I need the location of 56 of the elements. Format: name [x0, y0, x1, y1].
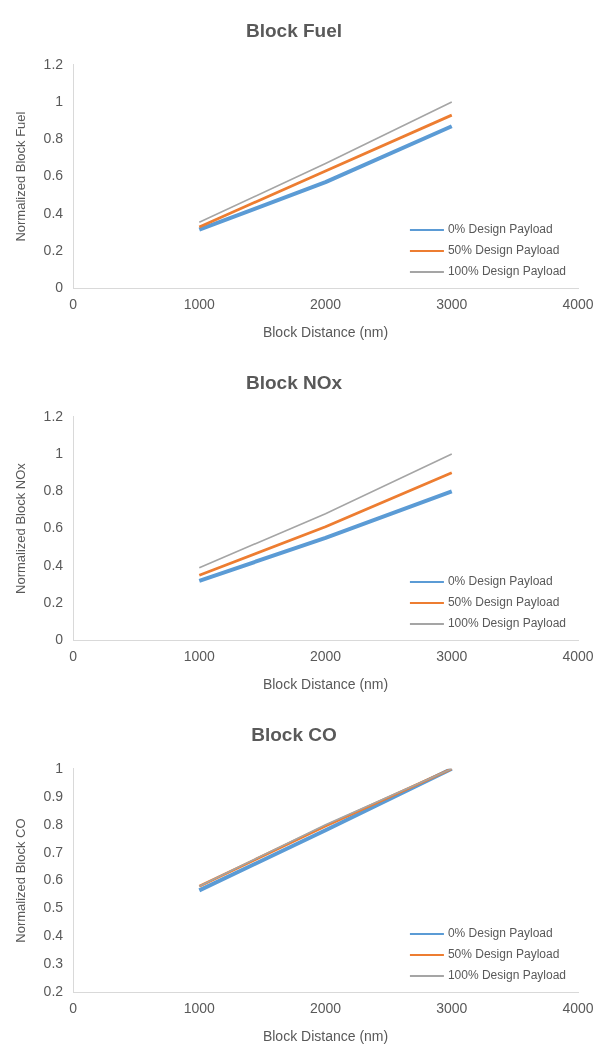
y-tick-label: 1.2	[43, 55, 64, 72]
y-tick-label: 1	[55, 444, 64, 461]
legend-label: 0% Design Payload	[447, 926, 553, 941]
x-axis-title: Block Distance (nm)	[262, 676, 389, 693]
x-tick-label: 2000	[309, 647, 342, 664]
legend-label: 0% Design Payload	[447, 222, 553, 237]
legend-label: 50% Design Payload	[447, 243, 560, 258]
x-tick-label: 3000	[436, 999, 468, 1016]
x-tick-label: 4000	[562, 999, 594, 1016]
legend-label: 100% Design Payload	[447, 616, 566, 631]
y-tick-label: 0.8	[43, 482, 64, 499]
y-tick-label: 0.6	[43, 871, 64, 888]
y-tick-label: 1	[55, 92, 64, 109]
x-tick-label: 4000	[562, 647, 594, 664]
x-tick-label: 3000	[436, 295, 468, 312]
x-tick-label: 0	[69, 295, 78, 312]
x-tick-label: 1000	[183, 295, 216, 312]
chart-title: Block NOx	[245, 371, 343, 393]
y-tick-label: 0.4	[43, 927, 64, 944]
y-tick-label: 0.2	[43, 983, 64, 1000]
x-tick-label: 1000	[183, 647, 216, 664]
y-tick-label: 1	[55, 759, 64, 776]
y-tick-label: 0.8	[43, 815, 64, 832]
x-tick-label: 3000	[436, 647, 468, 664]
y-tick-label: 0.9	[43, 787, 64, 804]
chart-title: Block Fuel	[245, 19, 343, 41]
y-tick-label: 0.5	[43, 899, 64, 916]
y-tick-label: 0	[55, 279, 64, 296]
y-tick-label: 0	[55, 631, 64, 648]
x-tick-label: 0	[69, 647, 78, 664]
y-tick-label: 0.6	[43, 519, 64, 536]
y-tick-label: 1.2	[43, 407, 64, 424]
legend-label: 100% Design Payload	[447, 264, 566, 279]
y-tick-label: 0.4	[43, 204, 64, 221]
y-tick-label: 0.2	[43, 593, 64, 610]
y-axis-title: Normalized Block Fuel	[13, 111, 29, 242]
y-tick-label: 0.4	[43, 556, 64, 573]
x-tick-label: 2000	[309, 999, 342, 1016]
legend-label: 50% Design Payload	[447, 947, 560, 962]
legend-label: 50% Design Payload	[447, 595, 560, 610]
x-tick-label: 0	[69, 999, 78, 1016]
x-axis-title: Block Distance (nm)	[262, 1028, 389, 1045]
y-tick-label: 0.2	[43, 241, 64, 258]
chart-title: Block CO	[251, 723, 337, 745]
y-tick-label: 0.6	[43, 167, 64, 184]
y-axis-title: Normalized Block CO	[13, 818, 29, 943]
y-tick-label: 0.3	[43, 955, 64, 972]
y-tick-label: 0.7	[43, 843, 64, 860]
x-tick-label: 4000	[562, 295, 594, 312]
x-tick-label: 1000	[183, 999, 216, 1016]
y-axis-title: Normalized Block NOx	[13, 462, 29, 594]
x-axis-title: Block Distance (nm)	[262, 324, 389, 341]
x-tick-label: 2000	[309, 295, 342, 312]
legend-label: 0% Design Payload	[447, 574, 553, 589]
y-tick-label: 0.8	[43, 130, 64, 147]
legend-label: 100% Design Payload	[447, 968, 566, 983]
